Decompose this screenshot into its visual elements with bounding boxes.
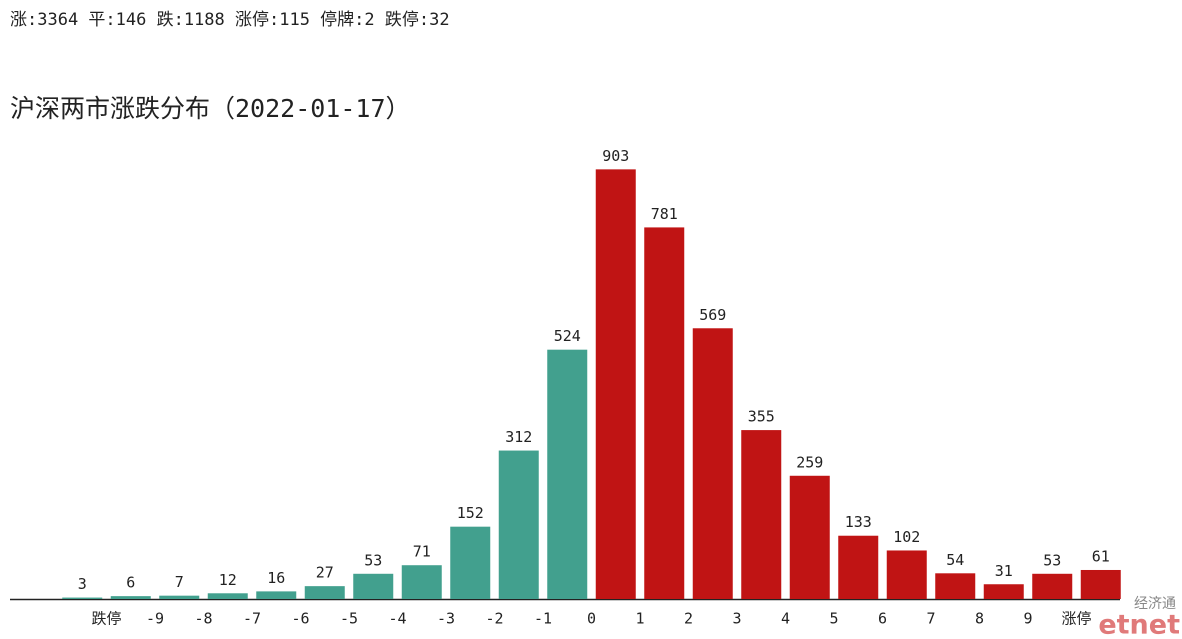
data-label: 53: [364, 551, 382, 569]
bar: [644, 227, 685, 599]
data-label: 54: [946, 551, 964, 569]
bar: [353, 573, 394, 599]
x-tick-label: 涨停: [1061, 610, 1091, 628]
bar: [401, 565, 442, 599]
x-tick-label: 1: [635, 610, 644, 628]
bar: [62, 597, 103, 599]
data-label: 3: [78, 575, 87, 593]
bar: [256, 591, 297, 599]
x-tick-label: -4: [388, 610, 406, 628]
data-label: 16: [267, 569, 285, 587]
bar: [886, 550, 927, 599]
x-tick-label: 6: [878, 610, 887, 628]
data-label: 569: [699, 306, 726, 324]
bar: [498, 450, 539, 599]
data-label: 903: [602, 147, 629, 165]
summary: 涨:3364 平:146 跌:1188 涨停:115 停牌:2 跌停:32: [10, 10, 450, 30]
data-label: 53: [1043, 551, 1061, 569]
x-tick-label: -5: [340, 610, 358, 628]
data-label: 31: [995, 562, 1013, 580]
data-label: 524: [554, 327, 581, 345]
x-tick-label: 2: [684, 610, 693, 628]
bar: [741, 430, 782, 599]
data-label: 259: [796, 453, 823, 471]
x-tick-label: 3: [732, 610, 741, 628]
x-tick-label: 7: [926, 610, 935, 628]
bar: [207, 593, 248, 599]
x-tick-label: 0: [587, 610, 596, 628]
logo-bottom: etnet: [1098, 610, 1180, 639]
x-tick-label: 跌停: [91, 610, 121, 628]
bar: [1080, 569, 1121, 599]
data-label: 312: [505, 428, 532, 446]
data-label: 152: [457, 504, 484, 522]
data-label: 7: [175, 573, 184, 591]
data-label: 102: [893, 528, 920, 546]
x-tick-label: -9: [146, 610, 164, 628]
bar: [450, 526, 491, 599]
data-label: 71: [413, 543, 431, 561]
x-tick-label: -1: [534, 610, 552, 628]
bar: [159, 595, 200, 599]
bar: [789, 475, 830, 599]
bar: [595, 169, 636, 599]
x-tick-label: -3: [437, 610, 455, 628]
bar: [304, 586, 345, 599]
x-tick-label: 9: [1023, 610, 1032, 628]
bar: [838, 535, 879, 599]
data-label: 61: [1092, 547, 1110, 565]
x-tick-label: -2: [485, 610, 503, 628]
bar: [935, 573, 976, 599]
chart-title: 沪深两市涨跌分布（2022-01-17）: [10, 94, 411, 123]
data-label: 6: [126, 574, 135, 592]
x-tick-label: -8: [194, 610, 212, 628]
x-tick-label: -6: [291, 610, 309, 628]
data-label: 781: [651, 205, 678, 223]
bar: [110, 596, 151, 599]
bar: [1032, 573, 1073, 599]
bar: [983, 584, 1024, 599]
x-tick-label: 5: [829, 610, 838, 628]
data-label: 355: [748, 408, 775, 426]
bar: [692, 328, 733, 599]
x-tick-label: 4: [781, 610, 790, 628]
data-label: 27: [316, 564, 334, 582]
bar: [547, 349, 588, 599]
x-tick-label: -7: [243, 610, 261, 628]
x-tick-label: 8: [975, 610, 984, 628]
data-label: 133: [845, 513, 872, 531]
data-label: 12: [219, 571, 237, 589]
logo-top: 经济通: [1134, 596, 1176, 612]
